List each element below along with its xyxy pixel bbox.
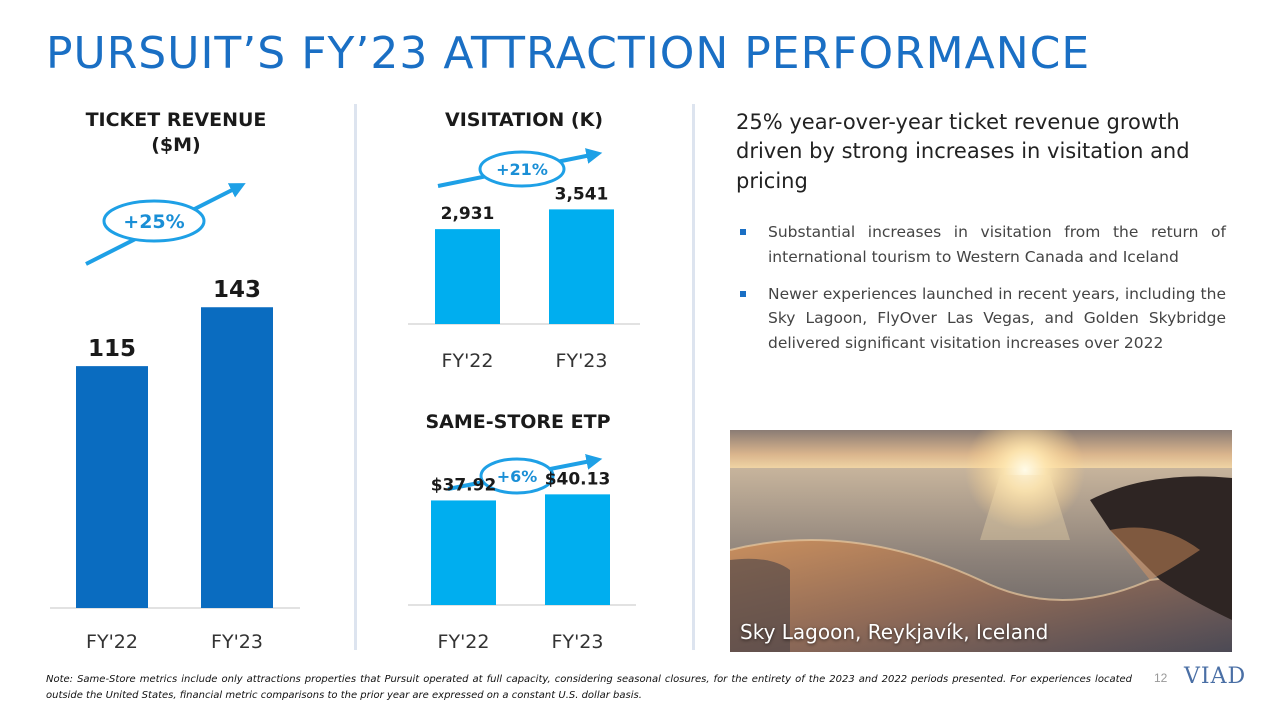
etp-title: SAME-STORE ETP	[425, 411, 611, 433]
photo-caption: Sky Lagoon, Reykjavík, Iceland	[740, 620, 1049, 644]
etp-chart: +6%$37.92 FY'22 $40.13 FY'23	[408, 453, 636, 653]
value-label: $40.13	[545, 469, 611, 489]
category-label: FY'22	[442, 350, 494, 372]
growth-badge-label: +21%	[496, 160, 548, 179]
bar-fy23	[549, 209, 614, 324]
growth-badge-label: +25%	[123, 211, 184, 233]
visitation-chart: +21% 2,931 FY'22 3,541 FY'23	[408, 148, 640, 372]
category-label: FY'22	[86, 631, 138, 653]
slide-title: PURSUIT’S FY’23 ATTRACTION PERFORMANCE	[46, 28, 1091, 79]
page-number: 12	[1154, 671, 1168, 685]
category-label: FY'23	[556, 350, 608, 372]
ticket-revenue-title-line-2: ($M)	[151, 133, 201, 156]
bar-fy22	[435, 229, 500, 324]
category-label: FY'22	[438, 631, 490, 653]
sky-lagoon-photo: Sky Lagoon, Reykjavík, Iceland	[730, 430, 1232, 652]
headline: 25% year-over-year ticket revenue growth…	[736, 110, 1190, 193]
growth-badge-ellipse	[102, 199, 206, 243]
growth-badge-label: +6%	[497, 467, 538, 486]
ticket-revenue-title-line-1: TICKET REVENUE	[85, 109, 267, 131]
bar-fy22	[431, 500, 496, 605]
value-label: 3,541	[555, 184, 609, 204]
ticket-revenue-chart: +25% 115 FY'22 143 FY'23	[50, 183, 300, 653]
bullet-list: Substantial increases in visitation from…	[738, 220, 1226, 368]
value-label: 143	[213, 277, 261, 303]
bar-fy23	[545, 494, 610, 605]
visitation-title: VISITATION (K)	[444, 109, 604, 131]
bar-fy23	[201, 307, 273, 608]
value-label: 115	[88, 336, 136, 362]
growth-badge-ellipse	[479, 457, 555, 495]
value-label: $37.92	[431, 475, 497, 495]
footnote: Note: Same-Store metrics include only at…	[46, 674, 1132, 701]
category-label: FY'23	[211, 631, 263, 653]
growth-badge-ellipse	[478, 150, 566, 188]
category-label: FY'23	[552, 631, 604, 653]
viad-logo: VIAD	[1184, 664, 1247, 689]
value-label: 2,931	[441, 204, 495, 224]
bullet-item: Newer experiences launched in recent yea…	[738, 282, 1226, 356]
bar-fy22	[76, 366, 148, 608]
ticket-revenue-title: TICKET REVENUE ($M)	[56, 108, 296, 157]
divider-right	[692, 104, 695, 650]
divider-left	[354, 104, 357, 650]
bullet-item: Substantial increases in visitation from…	[738, 220, 1226, 270]
